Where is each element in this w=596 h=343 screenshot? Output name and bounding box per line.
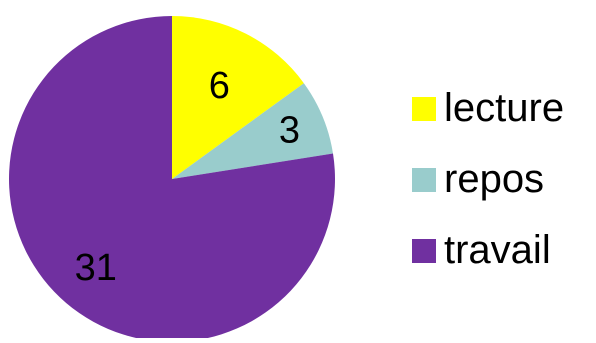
legend-label-lecture: lecture [444, 86, 565, 130]
legend-swatch-lecture [412, 96, 436, 121]
pie-slice-lecture [172, 16, 304, 179]
legend-label-travail: travail [444, 228, 551, 272]
legend-label-repos: repos [444, 157, 545, 201]
pie-slice-travail [8, 16, 335, 342]
legend-swatch-repos [412, 167, 436, 192]
data-label-repos: 3 [279, 109, 300, 151]
data-label-lecture: 6 [209, 65, 230, 107]
data-label-travail: 31 [75, 247, 117, 289]
legend-swatch-travail [412, 238, 436, 263]
legend-item-travail: travail [412, 230, 592, 271]
legend-item-repos: repos [412, 159, 592, 200]
legend-item-lecture: lecture [412, 88, 592, 129]
chart-legend: lecture repos travail [412, 88, 592, 301]
pie-slice-repos [172, 83, 333, 179]
